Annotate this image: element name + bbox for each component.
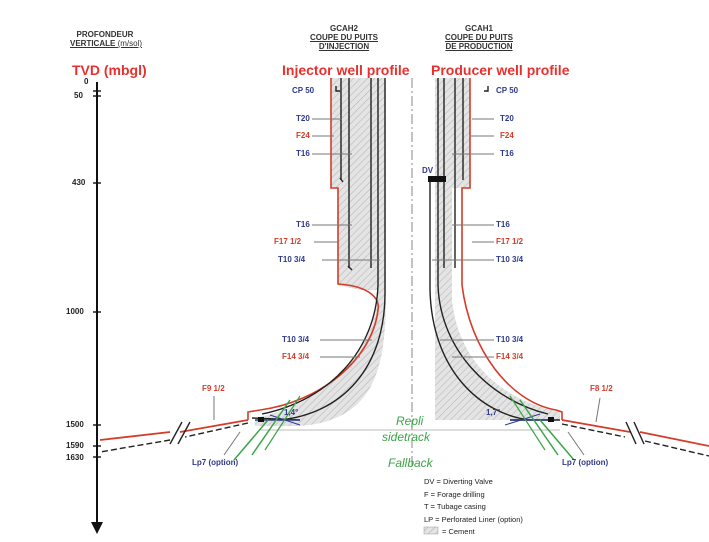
- legend: DV = Diverting Valve F = Forage drilling…: [424, 476, 523, 539]
- injector-label: T16: [296, 220, 310, 229]
- producer-label: T20: [500, 114, 514, 123]
- producer-label: F24: [500, 131, 514, 140]
- depth-axis: [91, 82, 103, 534]
- producer-header: GCAH1 COUPE DU PUITS DE PRODUCTION: [437, 24, 521, 51]
- sidetrack-label: sidetrack: [382, 430, 431, 444]
- producer-line1: COUPE DU PUITS: [444, 33, 513, 42]
- label-leaders: [213, 118, 601, 456]
- depth-header-line2: VERTICALE (m/sol): [70, 39, 143, 48]
- tvd-axis-label: TVD (mbgl): [72, 62, 147, 78]
- depth-tick: 430: [72, 178, 86, 187]
- injector-header: GCAH2 COUPE DU PUITS D'INJECTION: [305, 24, 383, 51]
- injector-angle: 1,4°: [284, 408, 299, 417]
- producer-label: T16: [500, 149, 514, 158]
- injector-label: CP 50: [292, 86, 315, 95]
- producer-label: T16: [496, 220, 510, 229]
- repli-label: Repli: [396, 414, 424, 428]
- depth-tick: 0: [84, 77, 89, 86]
- depth-tick: 1500: [66, 420, 84, 429]
- cement-swatch: [423, 526, 439, 535]
- injector-well: [99, 78, 386, 461]
- injector-label: F24: [296, 131, 310, 140]
- injector-label: F14 3/4: [282, 352, 310, 361]
- producer-code: GCAH1: [464, 24, 493, 33]
- injector-profile-title: Injector well profile: [282, 62, 410, 78]
- depth-header: PROFONDEUR VERTICALE (m/sol): [70, 30, 143, 48]
- legend-item: T = Tubage casing: [424, 502, 486, 511]
- legend-item: DV = Diverting Valve: [424, 477, 493, 486]
- producer-profile-title: Producer well profile: [431, 62, 570, 78]
- injector-label: F17 1/2: [274, 237, 302, 246]
- producer-label: F17 1/2: [496, 237, 524, 246]
- legend-item: F = Forage drilling: [424, 489, 485, 499]
- injector-label: T20: [296, 114, 310, 123]
- dv-label: DV: [422, 166, 434, 175]
- injector-line1: COUPE DU PUITS: [309, 33, 378, 42]
- producer-angle: 1,7°: [486, 408, 501, 417]
- depth-tick: 1630: [66, 453, 84, 462]
- producer-line2: DE PRODUCTION: [445, 42, 513, 51]
- injector-label: T16: [296, 149, 310, 158]
- injector-line2: D'INJECTION: [318, 42, 370, 51]
- depth-tick: 1590: [66, 441, 84, 450]
- legend-item: = Cement: [442, 527, 475, 536]
- fallback-label: Fallback: [388, 456, 433, 470]
- injector-code: GCAH2: [329, 24, 358, 33]
- legend-item: LP = Perforated Liner (option): [424, 514, 523, 524]
- injector-label: T10 3/4: [282, 335, 310, 344]
- producer-label: T10 3/4: [496, 335, 524, 344]
- injector-label: Lp7 (option): [192, 458, 239, 467]
- producer-label: Lp7 (option): [562, 458, 609, 467]
- depth-tick: 50: [74, 91, 83, 100]
- injector-label: T10 3/4: [278, 255, 306, 264]
- depth-tick: 1000: [66, 307, 84, 316]
- depth-header-line1: PROFONDEUR: [76, 30, 134, 39]
- producer-label: CP 50: [496, 86, 519, 95]
- injector-label: F9 1/2: [202, 384, 225, 393]
- producer-label: F8 1/2: [590, 384, 613, 393]
- producer-label: F14 3/4: [496, 352, 524, 361]
- producer-well: [428, 78, 709, 461]
- producer-label: T10 3/4: [496, 255, 524, 264]
